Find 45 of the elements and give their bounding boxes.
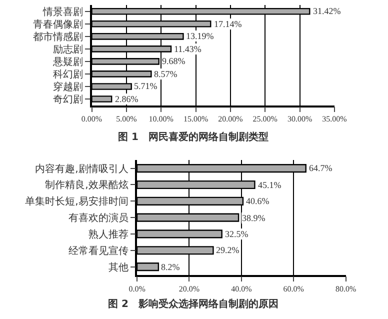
y-tick-label: 熟人推荐 bbox=[88, 228, 128, 240]
y-tick-label: 内容有趣,剧情吸引人 bbox=[35, 162, 128, 175]
data-label: 31.42% bbox=[313, 6, 342, 16]
x-tick-label: 20.0% bbox=[178, 284, 200, 294]
data-label: 40.6% bbox=[246, 196, 270, 206]
data-label: 64.7% bbox=[309, 163, 333, 173]
data-label: 8.57% bbox=[154, 69, 178, 79]
x-tick-label: 10.00% bbox=[148, 114, 174, 124]
data-label: 13.19% bbox=[186, 31, 214, 41]
data-label: 8.2% bbox=[161, 262, 180, 272]
y-tick-label: 奇幻剧 bbox=[53, 94, 84, 106]
text: 图 1 网民喜爱的网络自制剧类型 bbox=[118, 131, 268, 143]
data-label: 38.9% bbox=[242, 213, 266, 223]
data-label: 5.71% bbox=[134, 81, 158, 91]
x-tick-label: 35.00% bbox=[322, 114, 348, 124]
y-tick-label: 悬疑剧 bbox=[52, 56, 84, 68]
x-tick-label: 60.0% bbox=[283, 284, 304, 294]
data-label: 29.2% bbox=[216, 245, 240, 255]
y-tick-label: 其他 bbox=[108, 261, 128, 274]
x-tick-label: 0.0% bbox=[128, 284, 146, 294]
text: 图 2 影响受众选择网络自制剧的原因 bbox=[108, 298, 278, 310]
data-label: 11.43% bbox=[174, 44, 202, 54]
x-tick-label: 25.00% bbox=[252, 114, 278, 124]
y-tick-label: 科幻剧 bbox=[53, 68, 84, 80]
x-tick-label: 40.0% bbox=[231, 284, 252, 294]
y-tick-label: 励志剧 bbox=[53, 43, 84, 56]
data-label: 9.68% bbox=[162, 56, 186, 66]
y-tick-label: 制作精良,效果酷炫 bbox=[45, 179, 128, 192]
y-tick-label: 青春偶像剧 bbox=[33, 18, 84, 30]
x-tick-label: 5.00% bbox=[116, 114, 138, 124]
x-tick-label: 15.00% bbox=[183, 114, 208, 124]
data-label: 17.14% bbox=[214, 19, 242, 29]
y-tick-label: 有喜欢的演员 bbox=[68, 212, 128, 224]
data-label: 32.5% bbox=[225, 229, 249, 239]
x-tick-label: 80.0% bbox=[335, 284, 356, 294]
y-tick-label: 情景喜剧 bbox=[42, 6, 84, 18]
x-tick-label: 0.00% bbox=[81, 114, 102, 124]
x-tick-label: 20.00% bbox=[218, 114, 244, 124]
y-tick-label: 单集时长短,易安排时间 bbox=[25, 196, 128, 208]
y-tick-label: 穿越剧 bbox=[53, 80, 84, 93]
x-tick-label: 30.00% bbox=[287, 114, 312, 124]
data-label: 45.1% bbox=[258, 180, 282, 190]
y-tick-label: 都市情感剧 bbox=[33, 30, 84, 43]
y-tick-label: 经常看见宣传 bbox=[68, 244, 128, 257]
data-label: 2.86% bbox=[115, 94, 139, 104]
